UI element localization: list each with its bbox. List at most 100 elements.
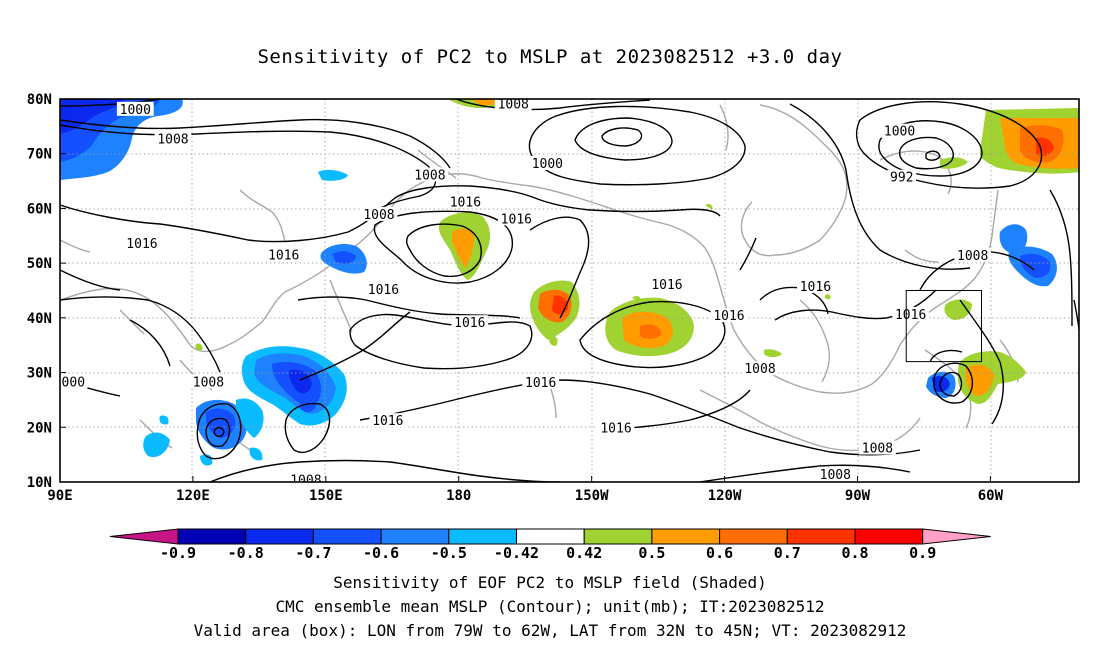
contour-label-bg [451, 315, 489, 330]
lon-tick-label: 180 [446, 488, 471, 504]
lat-tick-label: 20N [27, 420, 52, 436]
contour-label-bg [710, 308, 748, 323]
contour-label: 1016 [713, 309, 744, 324]
contour-label-bg [369, 413, 407, 428]
colorbar-segment [516, 528, 585, 545]
contour-label: 1016 [126, 237, 157, 252]
contour-label: 1016 [454, 316, 485, 331]
caption-line-2: CMC ensemble mean MSLP (Contour); unit(m… [275, 597, 825, 616]
contour-label: 1016 [450, 195, 481, 210]
colorbar-segment [312, 528, 382, 545]
contour-label-bg [265, 247, 303, 262]
contour-label: 1016 [268, 248, 299, 263]
colorbar-segment [380, 528, 450, 545]
colorbar-segment [651, 528, 721, 545]
contour-label-bg [816, 466, 854, 481]
colorbar-label: 0.5 [638, 544, 665, 562]
lat-tick-label: 30N [27, 366, 52, 382]
contour-label-bg [123, 235, 161, 250]
contour-label-bg [60, 374, 88, 389]
map-frame [59, 98, 1080, 483]
contour-label-bg [741, 361, 779, 376]
colorbar-segment [177, 528, 247, 545]
colorbar-segment [448, 528, 517, 545]
map-title: Sensitivity of PC2 to MSLP at 2023082512… [257, 46, 843, 68]
colorbar-label: -0.6 [363, 544, 399, 562]
contour-label: 000 [62, 375, 85, 390]
contour-label-bg [892, 307, 930, 322]
contour-label: 1016 [501, 212, 532, 227]
lat-tick-label: 40N [27, 311, 52, 327]
colorbar-label: 0.42 [566, 544, 602, 562]
contour-label: 992 [890, 171, 913, 186]
contour-label: 1008 [363, 208, 394, 223]
contour-label-bg [360, 206, 398, 221]
contour-label-bg [411, 167, 449, 182]
colorbar-label: 0.7 [774, 544, 801, 562]
contour-label-bg [497, 211, 535, 226]
contour-label: 1008 [820, 468, 851, 483]
colorbar-min-triangle [109, 528, 179, 545]
lon-tick-label: 60W [978, 488, 1004, 504]
colorbar-label: -0.8 [228, 544, 264, 562]
mslp-contours [60, 99, 1079, 482]
lat-tick-label: 70N [27, 147, 52, 163]
contour-label-bg [116, 101, 154, 116]
colorbar-segment [583, 528, 653, 545]
colorbar-max-triangle [922, 528, 991, 545]
colorbar-segment [719, 528, 788, 545]
colorbar-label: 0.9 [909, 544, 936, 562]
lat-tick-label: 60N [27, 201, 52, 217]
sensitivity-shading [60, 99, 1079, 466]
lon-tick-label: 90W [845, 488, 871, 504]
valid-area-box [905, 290, 983, 363]
colorbar-label: 0.8 [841, 544, 868, 562]
lon-tick-label: 120E [176, 488, 210, 504]
contour-label-bg [287, 472, 325, 482]
colorbar-segment [245, 528, 314, 545]
contour-label: 1000 [884, 125, 915, 140]
contour-label: 1008 [157, 132, 188, 147]
lon-tick-label: 120W [708, 488, 742, 504]
lat-tick-label: 80N [27, 92, 52, 108]
contour-label: 1008 [290, 473, 321, 488]
contour-label-bg [154, 131, 192, 146]
lat-tick-label: 50N [27, 256, 52, 272]
contour-label-bg [796, 279, 834, 294]
contour-label-bg [446, 194, 484, 209]
caption-line-3: Valid area (box): LON from 79W to 62W, L… [193, 621, 907, 640]
contour-label: 1008 [862, 442, 893, 457]
contour-label-bg [648, 276, 686, 291]
latitude-tick-labels: 80N 70N 60N 50N 40N 30N 20N 10N [27, 92, 66, 491]
contour-label: 1008 [414, 169, 445, 184]
caption-line-1: Sensitivity of EOF PC2 to MSLP field (Sh… [333, 573, 767, 592]
contour-label: 1016 [895, 308, 926, 323]
colorbar-label: -0.9 [160, 544, 196, 562]
lat-tick-label: 10N [27, 475, 52, 491]
contour-label-bg [859, 440, 896, 455]
colorbar-label: -0.7 [295, 544, 331, 562]
contour-label: 1016 [600, 421, 631, 436]
contour-label: 1016 [525, 376, 556, 391]
colorbar-label: -0.42 [494, 544, 539, 562]
contour-label: 1008 [957, 249, 988, 264]
contour-label: 1016 [372, 414, 403, 429]
contour-label-bg [528, 156, 566, 171]
contour-label-bg [190, 374, 227, 389]
lon-tick-label: 150W [575, 488, 609, 504]
contour-label: 1016 [800, 280, 831, 295]
contour-label-bg [881, 123, 918, 138]
contour-label-bg [365, 281, 402, 296]
colorbar-segment [854, 528, 924, 545]
contour-label-bg [954, 247, 992, 262]
colorbar-segment [786, 528, 856, 545]
colorbar: -0.9 -0.8 -0.7 -0.6 -0.5 -0.42 0.42 0.5 0.6 0.7 0.… [109, 528, 991, 562]
lon-tick-label: 90E [47, 488, 72, 504]
contour-label: 1016 [651, 278, 682, 293]
contour-label: 1016 [368, 283, 399, 298]
contour-label: 1008 [193, 375, 224, 390]
contour-label: 1000 [120, 103, 151, 118]
longitude-tick-labels: 90E 120E 150E 180 150W 120W 90W 60W [47, 476, 1004, 504]
contour-labels: 1000 1008 1008 1008 1000 1016 1008 1016 1016 1016… [60, 99, 992, 488]
